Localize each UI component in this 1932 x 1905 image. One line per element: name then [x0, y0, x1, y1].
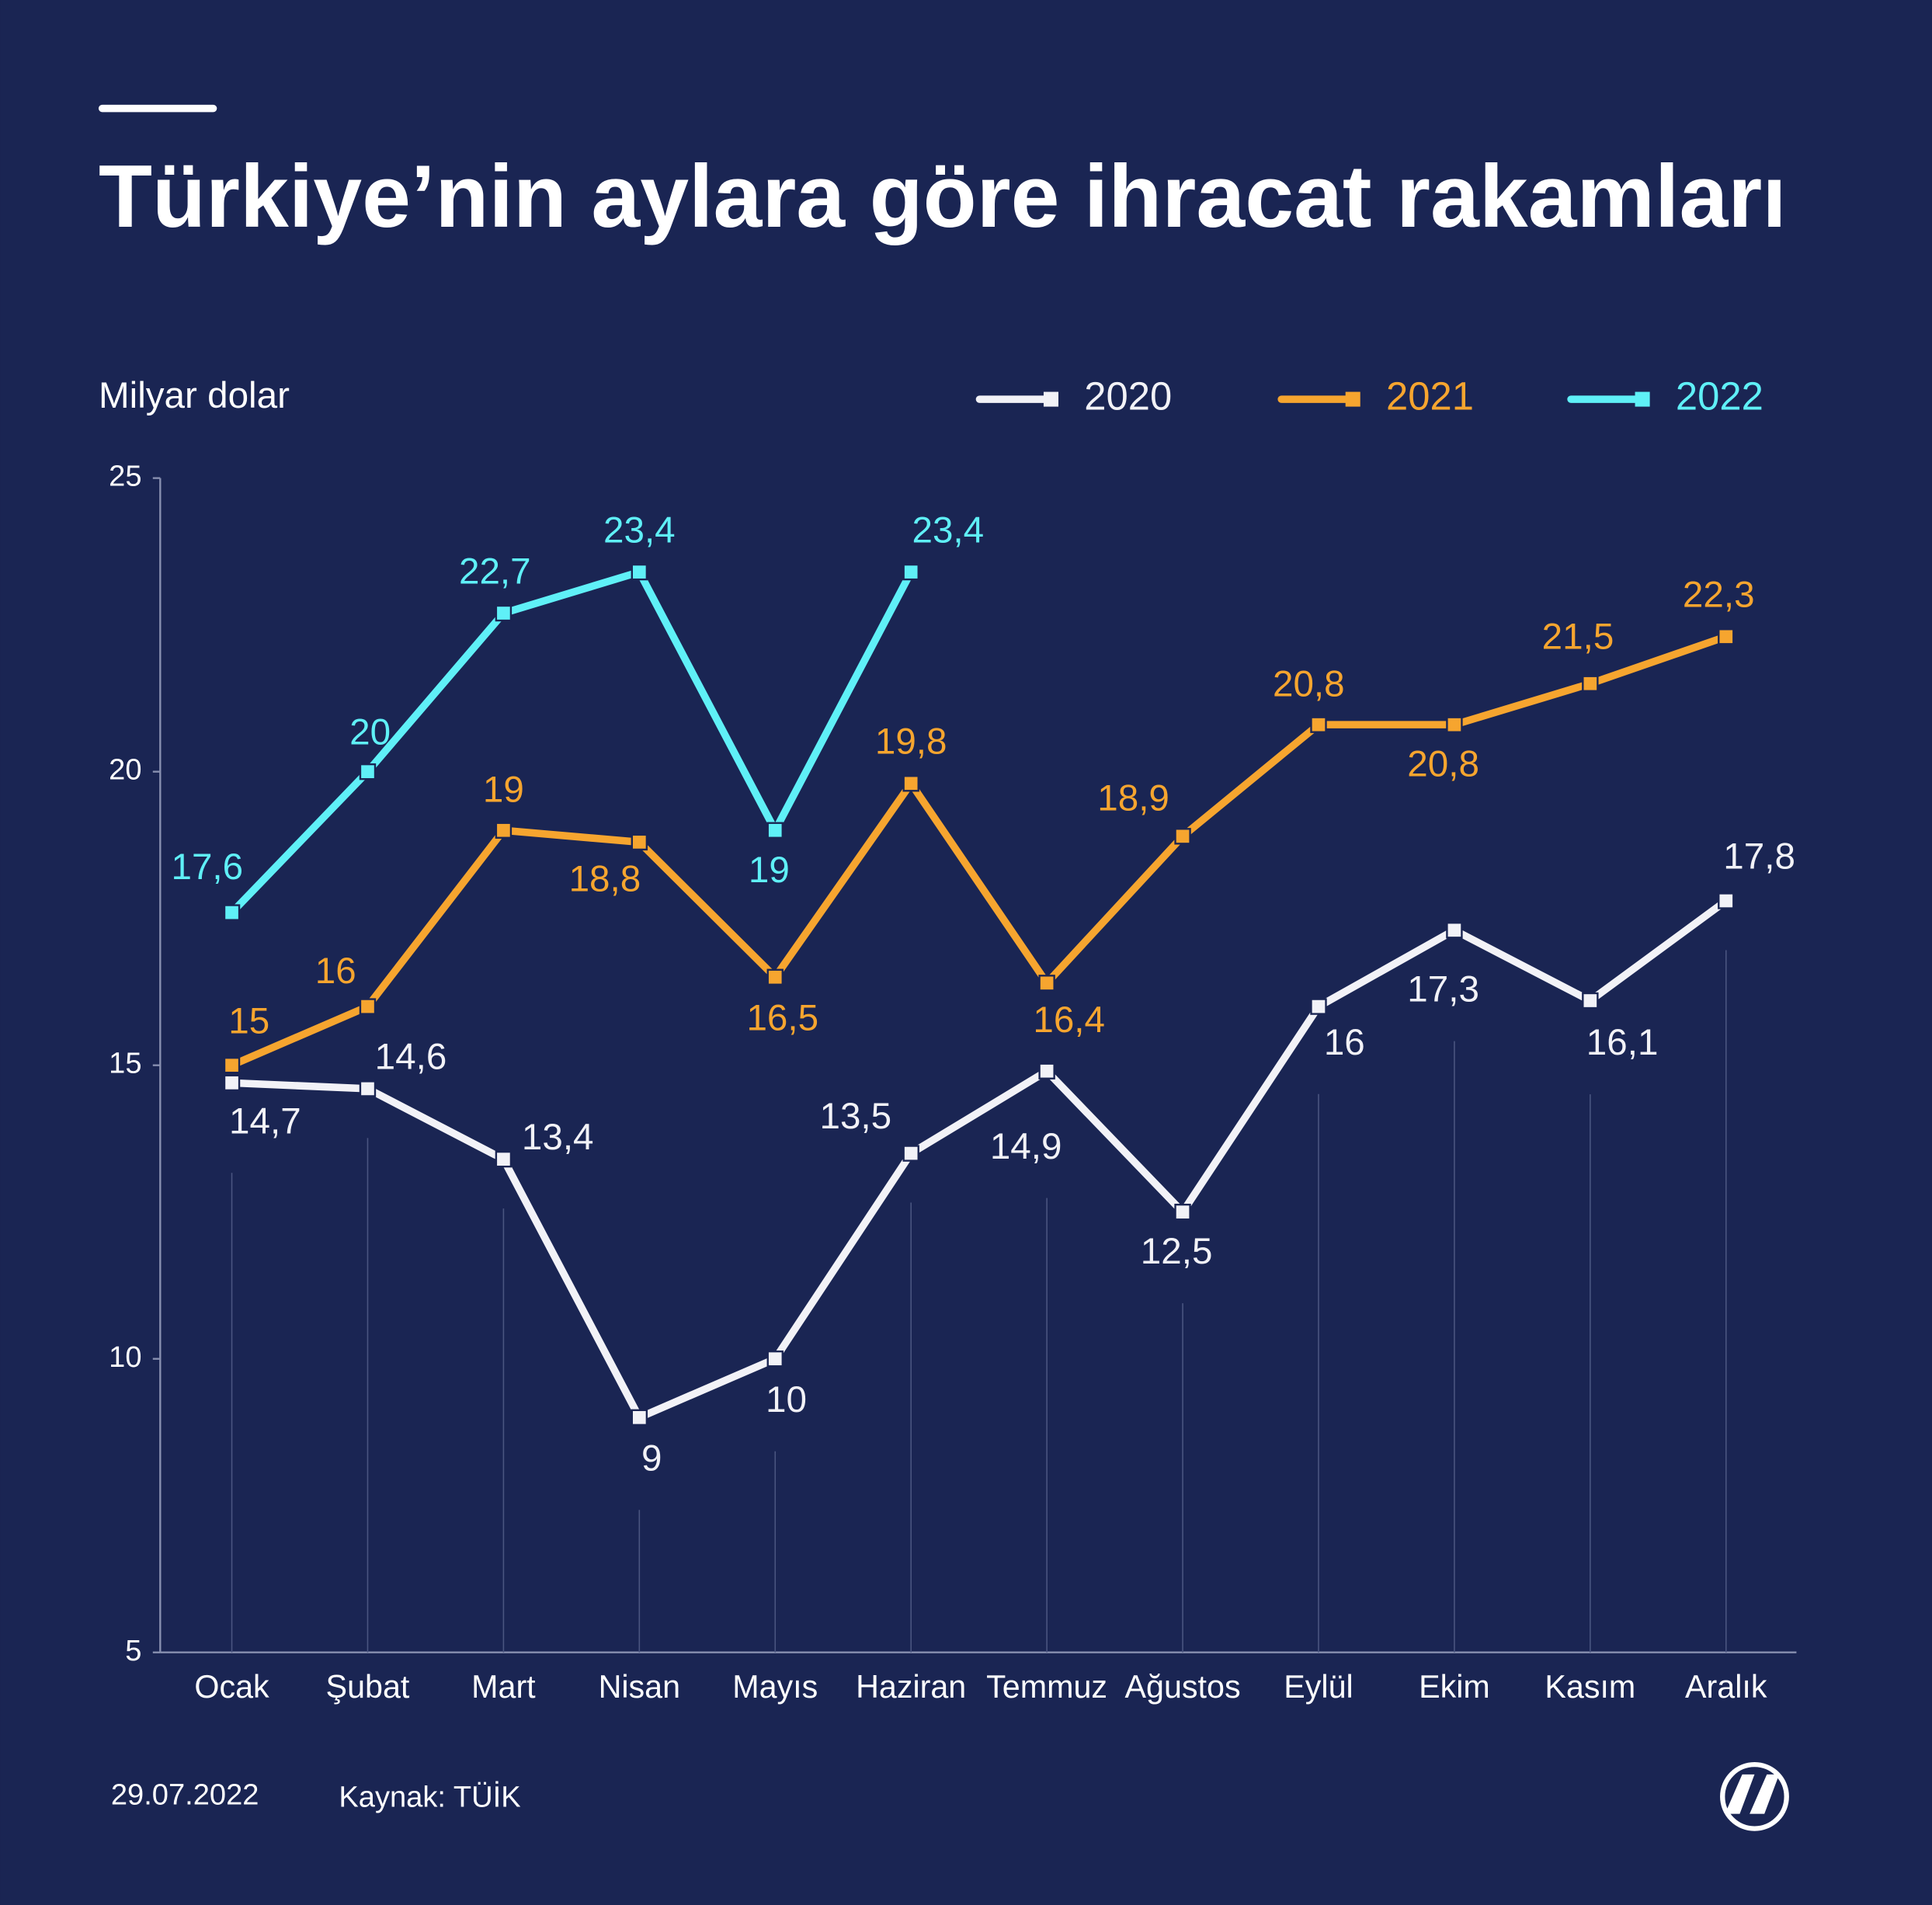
x-tick-label: Ağustos — [1125, 1669, 1241, 1705]
value-label: 22,7 — [459, 551, 531, 592]
value-label: 13,4 — [522, 1117, 594, 1158]
x-tick-label: Ekim — [1419, 1669, 1490, 1705]
series-line — [230, 633, 1728, 1069]
value-label: 10 — [766, 1379, 807, 1420]
point-marker — [1446, 922, 1463, 939]
legend-label: 2021 — [1386, 374, 1474, 418]
point-marker — [766, 968, 784, 986]
title-bar — [98, 104, 217, 113]
point-marker — [1174, 828, 1191, 845]
value-label: 20,8 — [1407, 744, 1479, 785]
point-marker — [495, 1150, 513, 1168]
logo — [1720, 1761, 1789, 1831]
value-label: 19 — [749, 850, 790, 891]
value-label: 17,6 — [171, 846, 243, 888]
x-tick-label: Ocak — [194, 1669, 269, 1705]
value-label: 16,5 — [746, 997, 818, 1038]
y-tick-label: 25 — [109, 461, 141, 493]
value-label: 13,5 — [819, 1096, 891, 1137]
legend-label: 2022 — [1676, 374, 1763, 418]
value-label: 15 — [228, 1000, 269, 1041]
value-label: 9 — [641, 1437, 662, 1479]
value-label: 22,3 — [1683, 575, 1755, 616]
value-label: 21,5 — [1542, 617, 1614, 658]
value-label: 12,5 — [1141, 1231, 1213, 1272]
y-tick-label: 15 — [109, 1048, 141, 1080]
legend-marker — [1345, 391, 1360, 407]
x-tick-label: Şubat — [326, 1669, 410, 1705]
point-marker — [223, 904, 241, 921]
value-label: 16 — [1324, 1022, 1365, 1063]
point-marker — [223, 1074, 241, 1092]
x-tick-label: Temmuz — [986, 1669, 1107, 1705]
value-label: 14,7 — [229, 1100, 301, 1142]
point-marker — [766, 1350, 784, 1368]
point-marker — [1446, 716, 1463, 733]
source: Kaynak: TÜİK — [339, 1781, 520, 1814]
point-marker — [631, 1409, 648, 1427]
value-label: 14,9 — [990, 1126, 1062, 1167]
point-marker — [359, 1080, 377, 1097]
value-label: 20,8 — [1273, 664, 1345, 705]
series-line — [231, 898, 1729, 1422]
point-marker — [359, 998, 377, 1015]
point-marker — [1174, 1203, 1191, 1221]
y-axis-label: Milyar dolar — [99, 375, 290, 416]
point-marker — [495, 822, 513, 839]
chart-title: Türkiye’nin aylara göre ihracat rakamlar… — [99, 148, 1787, 246]
point-marker — [1582, 992, 1599, 1010]
x-tick-label: Eylül — [1284, 1669, 1353, 1705]
point-marker — [1718, 892, 1735, 909]
x-tick-label: Aralık — [1685, 1669, 1767, 1705]
series-line — [229, 568, 915, 916]
x-tick-label: Nisan — [599, 1669, 680, 1705]
point-marker — [902, 775, 919, 792]
legend-marker — [1635, 391, 1650, 407]
point-marker — [1038, 975, 1055, 992]
value-label: 18,9 — [1097, 777, 1169, 819]
point-marker — [359, 763, 377, 780]
value-label: 19,8 — [875, 721, 947, 763]
y-tick-label: 10 — [109, 1341, 141, 1374]
point-marker — [631, 833, 648, 851]
value-label: 20 — [349, 712, 391, 753]
point-marker — [631, 563, 648, 581]
point-marker — [902, 563, 919, 581]
legend-marker — [1043, 391, 1059, 407]
value-label: 19 — [483, 770, 524, 811]
point-marker — [1310, 716, 1327, 733]
y-tick-label: 5 — [125, 1635, 141, 1667]
y-tick-label: 20 — [109, 754, 141, 787]
value-label: 17,3 — [1407, 969, 1479, 1010]
legend-label: 2020 — [1084, 374, 1172, 418]
point-marker — [1310, 998, 1327, 1015]
point-marker — [1038, 1062, 1055, 1079]
value-label: 23,4 — [912, 509, 984, 551]
value-label: 14,6 — [375, 1036, 447, 1077]
point-marker — [1582, 675, 1599, 692]
point-marker — [495, 604, 513, 622]
value-label: 23,4 — [603, 509, 676, 551]
value-label: 16,1 — [1586, 1022, 1659, 1063]
value-label: 17,8 — [1723, 836, 1795, 878]
point-marker — [223, 1056, 241, 1074]
point-marker — [902, 1145, 919, 1162]
x-tick-label: Haziran — [856, 1669, 966, 1705]
value-label: 18,8 — [569, 859, 641, 900]
x-tick-label: Mart — [471, 1669, 536, 1705]
date: 29.07.2022 — [111, 1778, 259, 1811]
value-label: 16 — [315, 951, 356, 992]
x-tick-label: Kasım — [1545, 1669, 1635, 1705]
point-marker — [766, 822, 784, 839]
x-tick-label: Mayıs — [732, 1669, 818, 1705]
point-marker — [1718, 628, 1735, 645]
value-label: 16,4 — [1033, 999, 1105, 1041]
